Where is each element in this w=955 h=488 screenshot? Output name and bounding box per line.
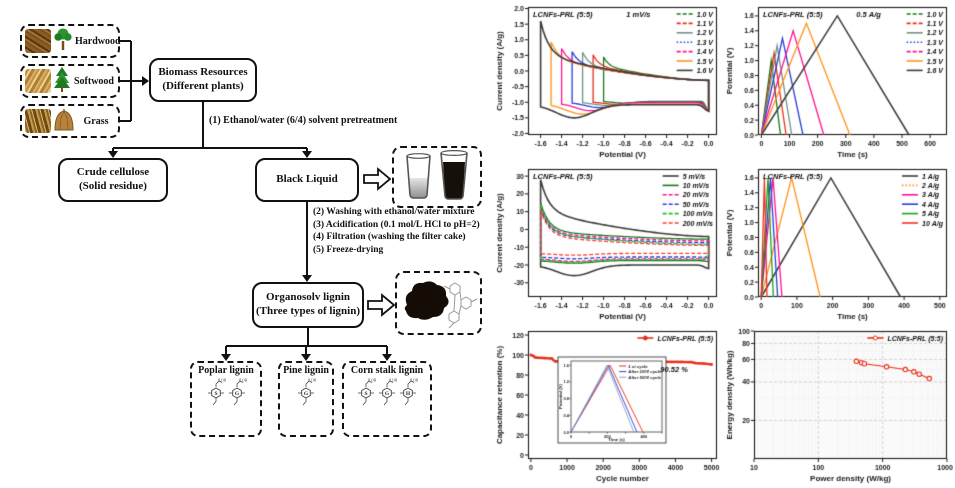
- crude-cellulose-line2: (Solid residue): [79, 180, 147, 192]
- flowchart: Hardwood Softwood Grass Biomass Resource…: [20, 24, 492, 437]
- lignin-unit-s: OH S: [206, 377, 226, 414]
- pretreatment-step: (5) Freeze-drying: [313, 244, 384, 255]
- flowchart-connectors: [108, 40, 392, 361]
- hollow-arrow-icon: [367, 293, 396, 322]
- svg-text:OH: OH: [242, 379, 247, 383]
- source-box-hardwood: Hardwood: [20, 24, 121, 58]
- charts-grid: [492, 0, 955, 488]
- chart-cv-voltage-windows: [494, 2, 723, 160]
- pretreatment-step: (2) Washing with ethanol/water mixture: [313, 207, 475, 217]
- lignin-box-2: Corn stalk lignin OH S OH G OH H: [342, 361, 432, 437]
- black-liquid-label: Black Liquid: [276, 173, 338, 186]
- svg-text:G: G: [385, 391, 390, 397]
- chart-cv-scan-rates: [494, 164, 723, 322]
- lignin-units: OH S OH G: [192, 377, 260, 414]
- pretreatment-step: (4) Filtration (washing the filter cake): [313, 232, 466, 242]
- organosolv-line2: (Three types of lignin): [256, 305, 360, 317]
- organosolv-lignin-box: Organosolv lignin (Three types of lignin…: [252, 282, 364, 328]
- chart-gcd-current-densities: [724, 164, 953, 322]
- lignin-unit-g: OH G: [227, 377, 247, 414]
- organosolv-line1: Organosolv lignin: [265, 291, 351, 304]
- powder-and-structure-icon: [404, 281, 478, 329]
- deciduous-tree-icon: [53, 26, 73, 57]
- pretreatment-step1-label: (1) Ethanol/water (6/4) solvent pretreat…: [209, 115, 398, 126]
- lignin-units: OH S OH G OH H: [344, 377, 430, 414]
- straw-photo: [25, 109, 51, 133]
- lignin-unit-h: OH H: [398, 377, 419, 414]
- wood-shavings-photo: [25, 69, 51, 93]
- lignin-unit-g: OH G: [296, 377, 317, 414]
- lignin-unit-s: OH S: [356, 377, 377, 414]
- svg-text:OH: OH: [311, 379, 316, 383]
- lignin-label: Poplar lignin: [198, 365, 254, 376]
- biomass-resources-box: Biomass Resources (Different plants): [149, 58, 257, 102]
- chart-ragone: [724, 326, 953, 484]
- svg-text:OH: OH: [371, 379, 376, 383]
- source-box-grass: Grass: [20, 104, 120, 138]
- source-label-grass: Grass: [83, 115, 109, 127]
- svg-text:OH: OH: [221, 379, 226, 383]
- black-liquid-photo: [392, 146, 482, 208]
- lignin-powder-photo: [395, 271, 482, 335]
- lignin-box-1: Pine lignin OH G: [278, 361, 334, 437]
- crude-cellulose-box: Crude cellulose (Solid residue): [58, 158, 168, 202]
- conifer-tree-icon: [53, 66, 71, 97]
- lignin-label: Corn stalk lignin: [350, 365, 424, 376]
- svg-text:OH: OH: [413, 379, 418, 383]
- beakers-icon: [406, 149, 468, 200]
- chart-cycling-stability: [494, 326, 723, 484]
- black-liquid-box: Black Liquid: [255, 158, 359, 202]
- svg-text:S: S: [214, 391, 217, 397]
- pretreatment-steps: (2) Washing with ethanol/water mixture (3…: [313, 206, 492, 256]
- biomass-resources-line1: Biomass Resources: [158, 66, 248, 79]
- wood-chips-photo: [25, 29, 51, 53]
- pretreatment-step: (3) Acidification (0.1 mol/L HCl to pH=2…: [313, 219, 480, 230]
- svg-text:G: G: [304, 391, 309, 397]
- source-label-hardwood: Hardwood: [75, 35, 121, 47]
- svg-text:OH: OH: [392, 379, 397, 383]
- svg-text:G: G: [234, 391, 239, 397]
- svg-text:H: H: [406, 391, 411, 397]
- hollow-arrow-icon: [363, 167, 392, 196]
- lignin-units: OH G: [280, 377, 332, 414]
- biomass-resources-line2: (Different plants): [162, 80, 244, 92]
- lignin-unit-g: OH G: [377, 377, 398, 414]
- source-label-softwood: Softwood: [73, 75, 114, 87]
- chart-gcd-voltage-windows: [724, 2, 953, 160]
- svg-text:S: S: [364, 391, 367, 397]
- source-box-softwood: Softwood: [20, 64, 120, 98]
- lignin-label: Pine lignin: [283, 365, 329, 376]
- lignin-box-0: Poplar lignin OH S OH G: [190, 361, 262, 437]
- haystack-icon: [53, 106, 75, 137]
- crude-cellulose-line1: Crude cellulose: [76, 166, 150, 179]
